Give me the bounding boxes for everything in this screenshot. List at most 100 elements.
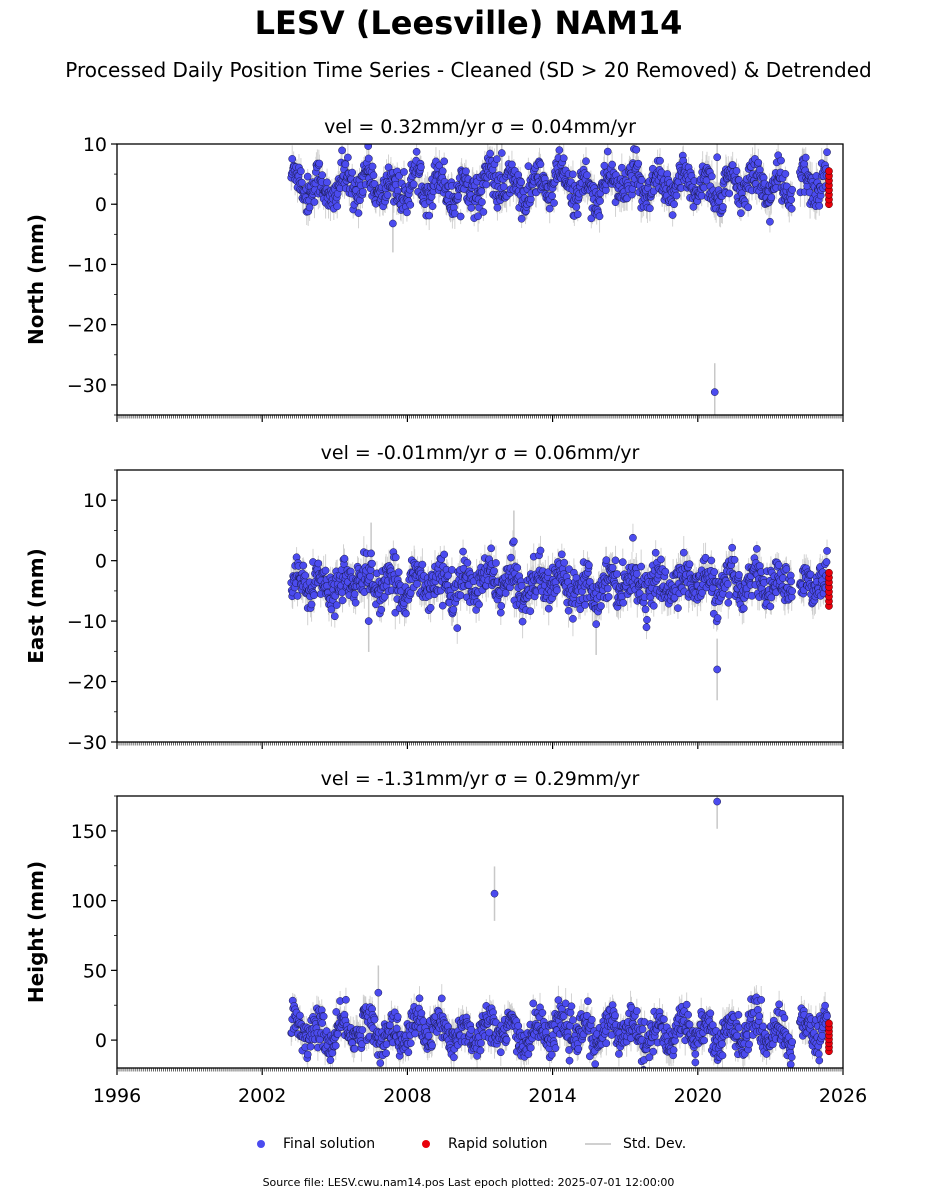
final-point	[332, 601, 341, 609]
final-point	[444, 571, 452, 580]
final-point	[713, 614, 722, 622]
final-point	[767, 593, 776, 602]
final-point	[698, 588, 707, 597]
final-point	[413, 580, 421, 588]
final-point	[629, 533, 637, 542]
final-point	[550, 199, 558, 207]
final-point	[456, 212, 465, 221]
final-point	[637, 176, 646, 184]
final-point	[710, 568, 719, 576]
final-point	[497, 149, 506, 157]
final-point	[305, 203, 314, 212]
final-point	[656, 156, 664, 165]
final-point	[368, 559, 376, 568]
final-point	[700, 183, 708, 192]
y-tick-label: −20	[67, 315, 107, 337]
final-point	[314, 559, 323, 568]
final-point	[499, 182, 508, 191]
final-point	[724, 598, 733, 607]
final-point	[723, 580, 732, 588]
final-point	[603, 584, 612, 593]
final-point	[482, 180, 491, 189]
final-point	[725, 591, 734, 600]
final-point	[508, 160, 516, 169]
final-point	[440, 550, 449, 559]
final-point	[617, 163, 626, 172]
final-point	[754, 158, 763, 167]
final-point	[595, 212, 604, 221]
final-point	[728, 543, 737, 552]
final-point	[440, 157, 449, 166]
final-point	[400, 168, 408, 176]
final-point	[380, 592, 389, 601]
y-tick-label: −10	[67, 254, 107, 276]
final-point	[697, 191, 706, 200]
final-point	[572, 203, 581, 211]
final-point	[719, 203, 727, 211]
final-point	[782, 565, 791, 573]
rapid-point	[825, 568, 833, 577]
final-point	[425, 211, 434, 220]
final-point	[517, 178, 525, 186]
final-point	[822, 558, 831, 566]
final-point	[545, 204, 554, 213]
final-point	[402, 609, 410, 618]
final-point	[486, 149, 495, 158]
final-point	[478, 198, 486, 206]
final-point	[517, 214, 526, 223]
y-axis-label: North (mm)	[24, 214, 48, 345]
final-point	[823, 148, 831, 157]
final-point	[619, 598, 628, 607]
final-point	[354, 209, 363, 217]
final-point	[418, 560, 427, 569]
final-point	[774, 561, 783, 569]
final-point	[490, 567, 498, 575]
final-point	[298, 178, 306, 187]
final-point	[732, 167, 741, 175]
final-point	[592, 620, 601, 628]
final-point	[409, 180, 418, 189]
final-point	[493, 155, 501, 163]
final-point	[585, 561, 593, 570]
final-point	[310, 591, 318, 600]
final-point	[581, 601, 589, 609]
final-point	[555, 146, 564, 154]
final-point	[611, 556, 620, 565]
final-point	[513, 563, 522, 572]
final-point	[777, 156, 785, 165]
final-point	[477, 187, 486, 196]
final-point	[293, 592, 302, 600]
final-point	[327, 605, 336, 614]
final-point	[735, 570, 743, 579]
final-point	[642, 623, 651, 632]
final-point	[394, 568, 403, 577]
final-point	[391, 553, 400, 562]
final-point	[518, 617, 527, 626]
final-point	[383, 191, 392, 199]
final-point	[641, 605, 650, 614]
plot-area	[287, 144, 833, 415]
final-point	[702, 176, 711, 185]
final-point	[752, 545, 761, 553]
final-point	[333, 202, 342, 211]
final-point	[501, 589, 510, 597]
final-point	[307, 600, 316, 609]
final-point	[459, 547, 467, 556]
final-point	[479, 208, 488, 216]
final-point	[389, 219, 397, 228]
final-point	[815, 202, 824, 210]
y-tick-label: −20	[67, 672, 107, 694]
final-point	[526, 607, 535, 616]
final-point	[341, 160, 350, 169]
final-point	[487, 544, 495, 553]
final-point	[428, 202, 437, 211]
final-point	[707, 556, 716, 565]
final-point	[315, 159, 324, 168]
y-tick-label: 0	[95, 551, 107, 573]
final-point	[661, 567, 670, 576]
final-point	[766, 217, 774, 226]
final-point	[603, 147, 612, 156]
final-point	[737, 209, 745, 218]
final-point	[367, 549, 375, 558]
